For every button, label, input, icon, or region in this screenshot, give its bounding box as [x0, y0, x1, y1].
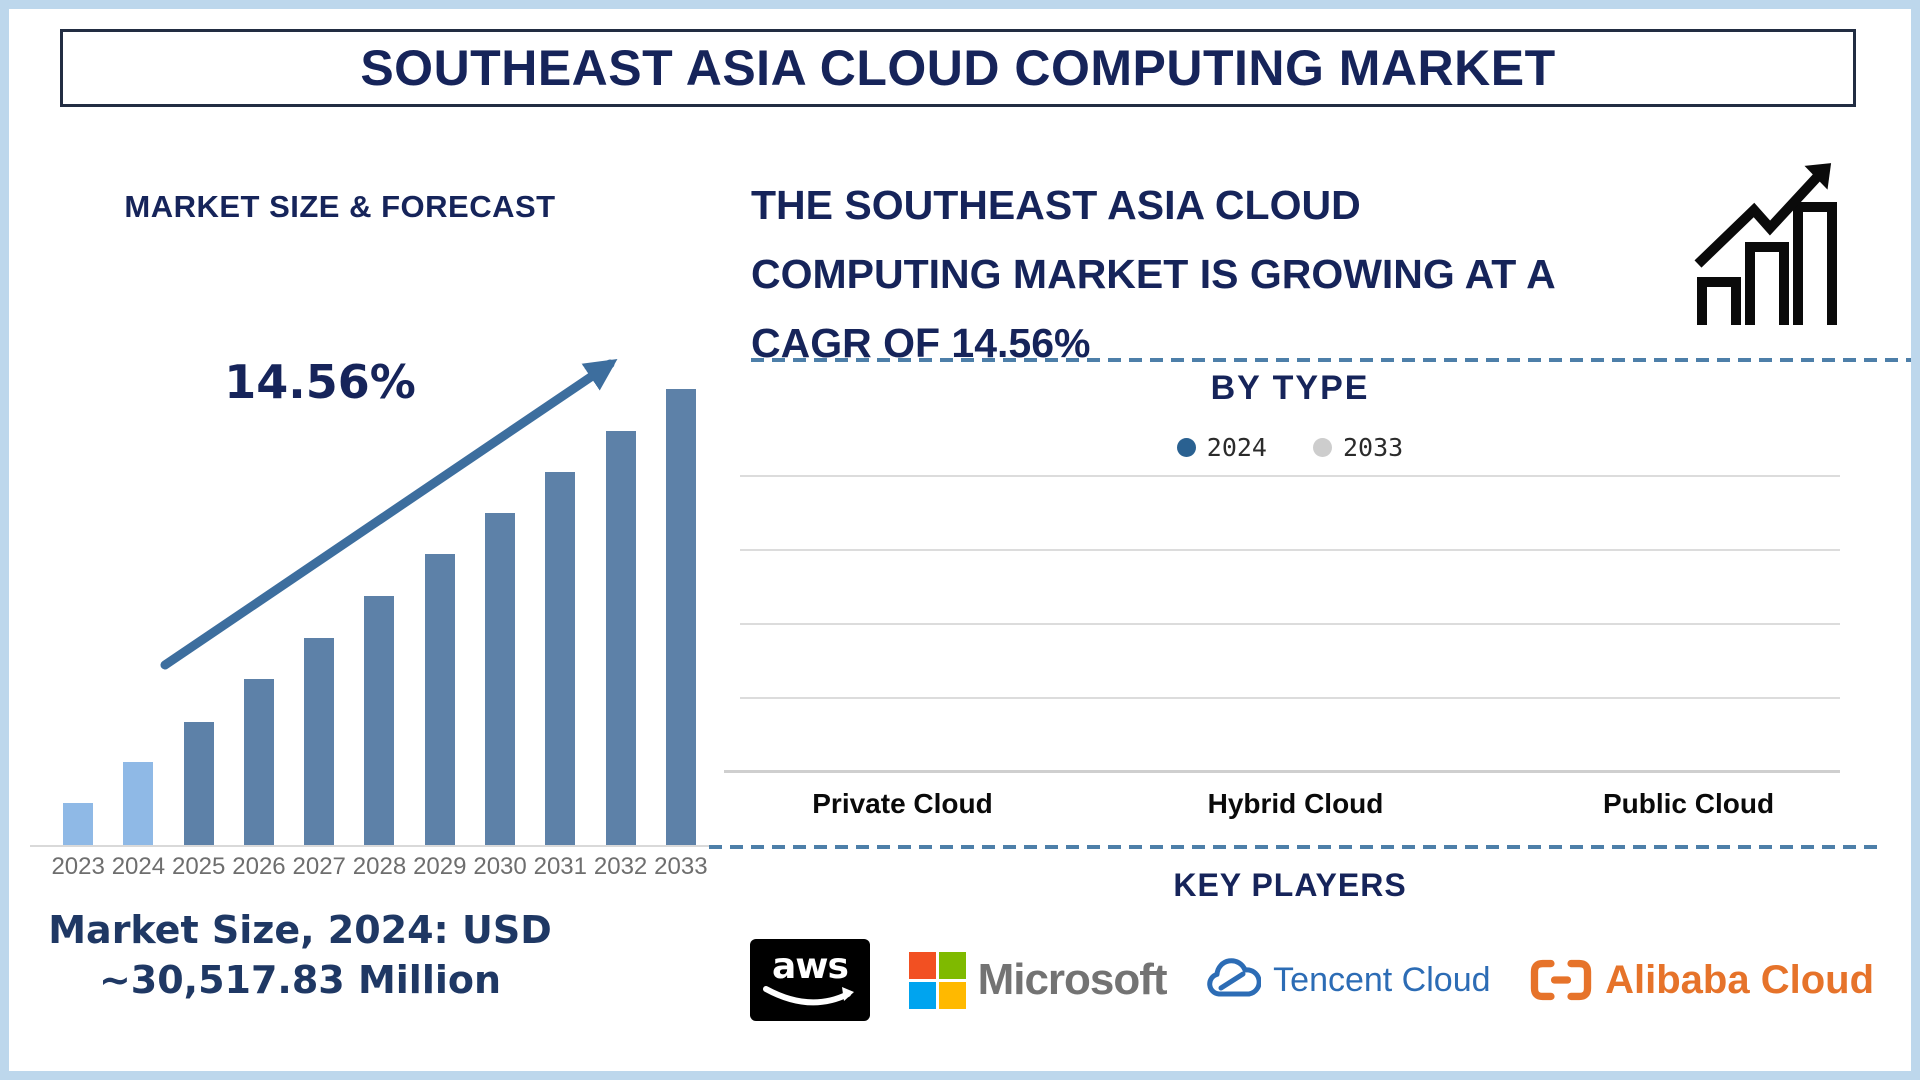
market-size-bar-2023	[63, 803, 94, 845]
category-label-public-cloud: Public Cloud	[1602, 788, 1775, 819]
market-size-bar-2031	[545, 472, 576, 845]
year-tick-2030: 2030	[473, 853, 527, 880]
market-size-bar-2032	[605, 430, 636, 845]
legend-label-2024: 2024	[1206, 433, 1267, 462]
by-type-category-labels: Private Cloud Hybrid Cloud Public Cloud	[740, 788, 1840, 820]
by-type-bar-groups	[740, 475, 1840, 771]
year-tick-2027: 2027	[292, 853, 346, 880]
category-label-private-cloud: Private Cloud	[812, 788, 993, 819]
year-tick-2023: 2023	[51, 853, 105, 880]
content-area: SOUTHEAST ASIA CLOUD COMPUTING MARKET MA…	[9, 9, 1911, 1071]
year-tick-2032: 2032	[593, 853, 648, 880]
legend-label-2033: 2033	[1343, 433, 1404, 462]
tencent-cloud-logo: Tencent Cloud	[1205, 958, 1491, 1002]
title-banner: SOUTHEAST ASIA CLOUD COMPUTING MARKET	[60, 29, 1856, 107]
microsoft-square-yellow	[938, 981, 966, 1009]
year-tick-2026: 2026	[232, 853, 286, 880]
market-size-bar-2024	[123, 762, 154, 845]
market-size-bar-2028	[364, 596, 395, 845]
market-size-bar-2027	[304, 637, 335, 845]
cagr-headline-line3: CAGR OF 14.56%	[751, 319, 1091, 366]
tencent-cloud-logo-text: Tencent Cloud	[1273, 960, 1491, 999]
aws-logo: aws	[750, 939, 870, 1021]
x-axis-line	[30, 845, 720, 847]
legend-dot-2024	[1176, 438, 1196, 457]
market-size-year-axis: 2023 2024 2025 2026 2027 2028 2029 2030 2031 2032…	[48, 853, 711, 881]
dashed-divider-top	[751, 358, 1911, 362]
key-players-logos: aws Microsoft	[750, 935, 1874, 1025]
year-tick-2033: 2033	[654, 853, 708, 880]
microsoft-logo-text: Microsoft	[977, 955, 1168, 1004]
cagr-value-label: 14.56%	[224, 355, 416, 409]
category-label-hybrid-cloud: Hybrid Cloud	[1207, 788, 1384, 819]
legend-item-2033: 2033	[1313, 433, 1403, 462]
tencent-cloud-icon	[1207, 958, 1262, 997]
by-type-heading: BY TYPE	[1210, 369, 1370, 407]
market-size-heading: MARKET SIZE & FORECAST	[124, 189, 556, 224]
legend-dot-2033	[1313, 438, 1332, 457]
aws-smile-icon	[763, 986, 854, 1006]
microsoft-square-green	[938, 951, 966, 979]
year-tick-2024: 2024	[111, 853, 166, 880]
cagr-headline: THE SOUTHEAST ASIA CLOUD COMPUTING MARKE…	[751, 171, 1711, 378]
market-size-bar-2025	[183, 721, 214, 845]
aws-logo-text: aws	[772, 946, 849, 987]
market-size-value: Market Size, 2024: USD ~30,517.83 Millio…	[10, 905, 590, 1005]
year-tick-2028: 2028	[352, 853, 407, 880]
by-type-chart	[724, 475, 1840, 773]
market-size-bars	[48, 389, 711, 845]
market-size-value-line2: ~30,517.83 Million	[98, 958, 502, 1003]
by-type-axis-line	[724, 770, 1840, 773]
microsoft-logo: Microsoft	[908, 951, 1168, 1009]
market-size-bar-2026	[243, 679, 274, 845]
year-tick-2029: 2029	[413, 853, 467, 880]
dashed-divider-bottom	[709, 845, 1879, 849]
cagr-headline-line1: THE SOUTHEAST ASIA CLOUD	[751, 182, 1361, 228]
microsoft-square-red	[908, 951, 936, 979]
alibaba-cloud-logo: Alibaba Cloud	[1529, 956, 1874, 1004]
alibaba-cloud-logo-text: Alibaba Cloud	[1605, 957, 1874, 1002]
microsoft-square-blue	[908, 981, 936, 1009]
legend-item-2024: 2024	[1176, 433, 1267, 462]
page-title: SOUTHEAST ASIA CLOUD COMPUTING MARKET	[360, 40, 1556, 96]
market-size-chart: 14.56%	[30, 340, 720, 847]
key-players-heading: KEY PLAYERS	[1173, 867, 1407, 903]
alibaba-cloud-icon	[1530, 959, 1592, 1001]
market-size-bar-2033	[665, 389, 696, 845]
aws-logo-box: aws	[750, 939, 870, 1021]
year-tick-2025: 2025	[171, 853, 226, 880]
year-tick-2031: 2031	[533, 853, 587, 880]
market-size-value-line1: Market Size, 2024: USD	[48, 908, 552, 952]
market-size-bar-2029	[424, 554, 455, 845]
microsoft-squares-icon	[908, 951, 966, 1009]
market-size-bar-2030	[485, 513, 516, 845]
cagr-headline-line2: COMPUTING MARKET IS GROWING AT A	[751, 250, 1556, 297]
growth-chart-icon	[1694, 163, 1837, 325]
by-type-legend: 2024 2033	[740, 433, 1840, 462]
